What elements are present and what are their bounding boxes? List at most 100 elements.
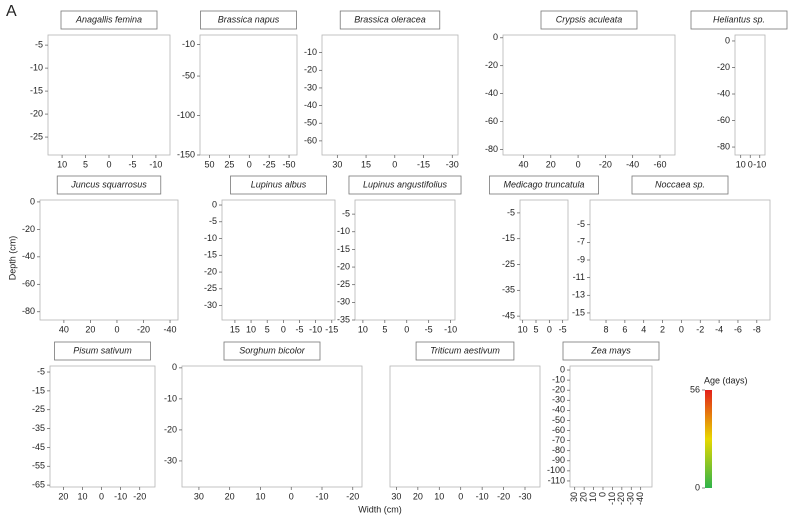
y-tick-label: -80 [552, 445, 565, 455]
x-tick-label: 10 [434, 491, 444, 501]
x-tick-label: 20 [58, 491, 68, 501]
x-tick-label: 20 [413, 491, 423, 501]
x-tick-label: 8 [604, 324, 609, 334]
y-tick-label: -20 [552, 385, 565, 395]
panel-title: Heliantus sp. [713, 14, 765, 24]
x-tick-label: 5 [533, 324, 538, 334]
x-tick-label: 10 [518, 324, 528, 334]
y-tick-label: -40 [717, 88, 730, 98]
y-tick-label: -20 [717, 62, 730, 72]
panel-title: Crypsis aculeata [556, 14, 623, 24]
plot-frame [50, 366, 155, 487]
y-tick-label: -10 [304, 47, 317, 57]
y-tick-label: -20 [304, 65, 317, 75]
x-tick-label: -10 [476, 491, 489, 501]
x-tick-label: 30 [332, 159, 342, 169]
y-tick-label: -11 [573, 272, 585, 282]
x-tick-label: -20 [599, 159, 612, 169]
y-tick-label: -100 [177, 110, 195, 120]
plot-frame [200, 35, 297, 155]
x-tick-label: -15 [325, 324, 338, 334]
y-tick-label: -25 [30, 131, 43, 141]
x-tick-label: -20 [497, 491, 510, 501]
x-tick-label: 0 [547, 324, 552, 334]
y-tick-label: -20 [485, 60, 498, 70]
y-tick-label: -65 [32, 479, 45, 489]
y-tick-label: -30 [337, 297, 350, 307]
plot-frame [40, 200, 178, 320]
plot-frame [590, 200, 770, 320]
y-tick-label: -5 [342, 208, 350, 218]
x-tick-label: 10 [255, 491, 265, 501]
y-tick-label: -35 [32, 423, 45, 433]
x-tick-label: -5 [295, 324, 303, 334]
x-tick-label: 25 [224, 159, 234, 169]
y-tick-label: -15 [30, 85, 43, 95]
plot-frame [48, 35, 170, 155]
x-tick-label: -40 [635, 492, 645, 505]
y-tick-label: 0 [212, 199, 217, 209]
y-tick-label: -25 [502, 259, 515, 269]
y-tick-label: -110 [548, 475, 565, 485]
y-tick-label: -5 [577, 219, 585, 229]
x-tick-label: 0 [114, 324, 119, 334]
y-tick-label: -60 [22, 279, 35, 289]
y-tick-label: -40 [485, 88, 498, 98]
y-tick-label: -100 [547, 465, 565, 475]
x-tick-label: 20 [546, 159, 556, 169]
y-tick-label: -45 [502, 311, 515, 321]
y-tick-label: -25 [204, 283, 217, 293]
panel-title: Brassica oleracea [354, 14, 426, 24]
x-tick-label: 0 [281, 324, 286, 334]
plot-frame [222, 200, 335, 320]
y-tick-label: 0 [493, 32, 498, 42]
x-tick-label: 0 [289, 491, 294, 501]
x-tick-label: 0 [748, 159, 753, 169]
x-tick-label: 0 [99, 491, 104, 501]
x-tick-label: -20 [133, 491, 146, 501]
x-tick-label: 40 [59, 324, 69, 334]
x-tick-label: -40 [164, 324, 177, 334]
x-tick-label: 0 [679, 324, 684, 334]
colorbar-tick-label: 56 [690, 384, 700, 394]
y-tick-label: -20 [22, 224, 35, 234]
panel-title: Brassica napus [218, 14, 280, 24]
x-tick-label: 30 [194, 491, 204, 501]
x-tick-label: 20 [85, 324, 95, 334]
y-tick-label: 0 [172, 362, 177, 372]
y-tick-label: -15 [572, 307, 585, 317]
y-tick-label: -5 [209, 216, 217, 226]
y-tick-label: -50 [182, 70, 195, 80]
colorbar [705, 390, 712, 488]
panel-title: Medicago truncatula [503, 179, 584, 189]
x-tick-label: -25 [263, 159, 276, 169]
x-tick-label: 0 [392, 159, 397, 169]
x-tick-label: -10 [315, 491, 328, 501]
x-tick-label: -10 [149, 159, 162, 169]
y-tick-label: -7 [577, 237, 585, 247]
y-tick-label: -35 [337, 314, 350, 324]
x-tick-label: 15 [230, 324, 240, 334]
y-tick-label: -80 [485, 144, 498, 154]
y-tick-label: -80 [717, 141, 730, 151]
y-tick-label: 0 [560, 364, 565, 374]
x-tick-label: 6 [622, 324, 627, 334]
y-tick-label: -5 [37, 366, 45, 376]
x-tick-label: 10 [736, 159, 746, 169]
x-tick-label: -10 [753, 159, 766, 169]
panel-title: Triticum aestivum [430, 345, 500, 355]
x-tick-label: 15 [361, 159, 371, 169]
panel-title: Zea mays [590, 345, 631, 355]
y-tick-label: -40 [552, 405, 565, 415]
x-tick-label: -50 [283, 159, 296, 169]
y-tick-label: -40 [22, 251, 35, 261]
x-tick-label: -40 [626, 159, 639, 169]
plot-frame [390, 366, 540, 487]
x-tick-label: 5 [265, 324, 270, 334]
panel-title: Lupinus albus [251, 179, 307, 189]
y-tick-label: -60 [552, 425, 565, 435]
figure: A B Depth (cm) Width (cm) Age (days) -5-… [0, 0, 790, 519]
y-tick-label: -40 [304, 100, 317, 110]
y-tick-label: -20 [337, 261, 350, 271]
panel-title: Sorghum bicolor [239, 345, 306, 355]
